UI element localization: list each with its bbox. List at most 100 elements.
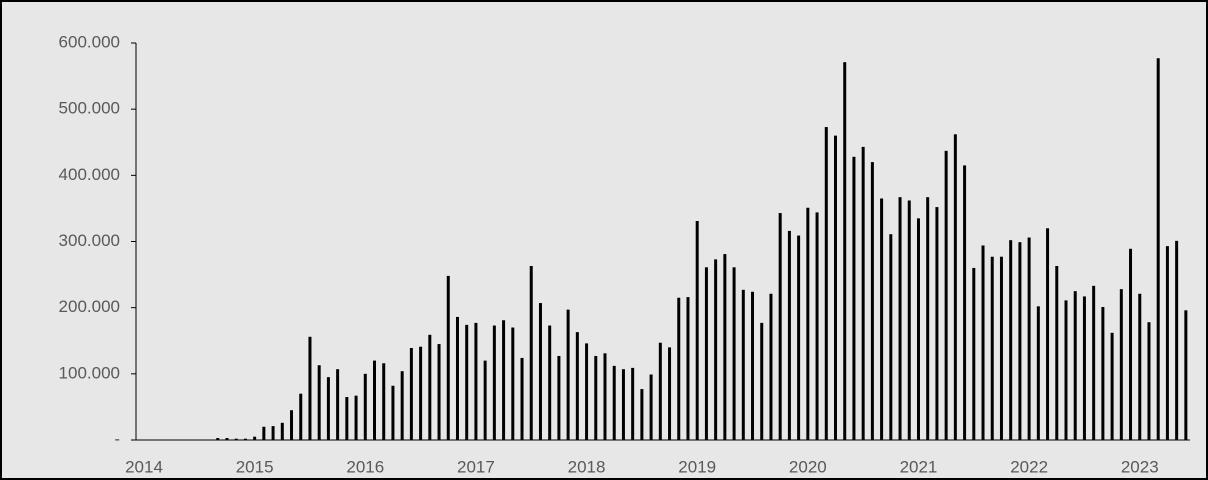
y-tick-label: 300.000 xyxy=(59,231,120,250)
bar xyxy=(1129,248,1133,440)
bar xyxy=(345,396,349,440)
bar xyxy=(704,267,708,440)
bar xyxy=(474,322,478,440)
x-tick-label: 2015 xyxy=(236,457,274,476)
bar xyxy=(1092,285,1096,440)
bar xyxy=(769,293,773,440)
bar xyxy=(1156,58,1160,441)
bar xyxy=(1027,237,1031,440)
bar xyxy=(326,377,330,440)
bar xyxy=(815,212,819,440)
bar xyxy=(1055,265,1059,440)
x-tick-label: 2016 xyxy=(346,457,384,476)
bar xyxy=(317,365,321,440)
bar xyxy=(271,426,275,440)
bar xyxy=(714,259,718,440)
bar xyxy=(1147,322,1151,440)
bar xyxy=(502,320,506,440)
bar xyxy=(262,426,266,440)
bar xyxy=(603,353,607,440)
bar xyxy=(760,322,764,440)
x-tick-label: 2019 xyxy=(678,457,716,476)
bar xyxy=(465,324,469,440)
bar xyxy=(677,297,681,440)
bar xyxy=(548,325,552,440)
bar xyxy=(1046,228,1050,440)
bar xyxy=(234,438,238,440)
bar xyxy=(797,235,801,440)
bar xyxy=(778,213,782,440)
bar xyxy=(308,336,312,440)
x-tick-label: 2021 xyxy=(900,457,938,476)
x-tick-label: 2018 xyxy=(568,457,606,476)
bar xyxy=(538,303,542,440)
x-tick-label: 2020 xyxy=(789,457,827,476)
bar xyxy=(382,363,386,440)
bar xyxy=(926,197,930,440)
bar xyxy=(225,438,229,440)
x-tick-label: 2014 xyxy=(125,457,163,476)
bar xyxy=(585,343,589,440)
bar xyxy=(686,297,690,440)
bar xyxy=(880,198,884,440)
bar xyxy=(1073,291,1077,440)
bar xyxy=(741,289,745,440)
bar xyxy=(751,291,755,440)
bar xyxy=(1101,307,1105,440)
bar xyxy=(732,267,736,440)
bar xyxy=(649,374,653,440)
bar xyxy=(695,220,699,440)
bar xyxy=(612,365,616,440)
bar xyxy=(391,385,395,440)
bar xyxy=(299,393,303,440)
bar xyxy=(824,127,828,440)
y-tick-label: 200.000 xyxy=(59,297,120,316)
bar xyxy=(594,355,598,440)
bar xyxy=(668,347,672,440)
bar xyxy=(216,438,220,440)
bar xyxy=(935,207,939,440)
bar xyxy=(363,373,367,440)
bar xyxy=(1138,293,1142,440)
bar xyxy=(354,395,358,440)
bar xyxy=(834,135,837,440)
bar xyxy=(483,360,487,440)
bar xyxy=(723,254,727,440)
bar xyxy=(437,344,441,440)
bar xyxy=(861,146,865,441)
bar xyxy=(409,348,413,440)
bar xyxy=(575,332,579,440)
bar xyxy=(1064,300,1068,440)
bar xyxy=(806,207,810,440)
bar xyxy=(290,410,294,440)
bar xyxy=(243,438,247,440)
bar xyxy=(631,367,635,440)
bar xyxy=(658,342,662,440)
bar xyxy=(253,436,257,440)
bar xyxy=(999,256,1003,440)
bar xyxy=(1119,289,1123,440)
bar xyxy=(963,165,967,441)
bar xyxy=(455,316,459,440)
bar xyxy=(520,357,524,440)
bar xyxy=(336,369,340,440)
bar xyxy=(492,325,496,440)
bar xyxy=(981,245,985,440)
bar xyxy=(870,162,874,440)
bar xyxy=(1009,240,1013,440)
bar xyxy=(1110,332,1114,440)
y-tick-label: 500.000 xyxy=(59,99,120,118)
bar xyxy=(889,234,893,440)
bar xyxy=(640,389,644,440)
bar xyxy=(852,156,856,440)
y-tick-label: 600.000 xyxy=(59,32,120,51)
bar xyxy=(898,197,902,440)
y-tick-label: 100.000 xyxy=(59,363,120,382)
bar xyxy=(1184,310,1188,440)
bar xyxy=(1165,246,1169,440)
y-tick-label: 400.000 xyxy=(59,165,120,184)
x-tick-label: 2023 xyxy=(1121,457,1159,476)
x-tick-label: 2022 xyxy=(1010,457,1048,476)
bar xyxy=(511,327,515,440)
